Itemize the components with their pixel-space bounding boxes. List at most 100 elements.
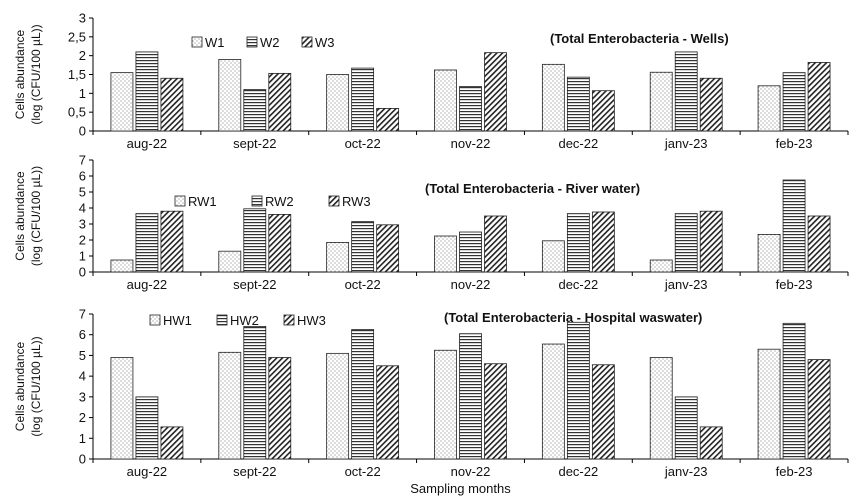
bar-rw2-feb-23 (782, 179, 806, 273)
x-category-label: oct-22 (345, 464, 381, 479)
y-tick-label: 5 (79, 348, 86, 363)
bar-rw1-dec-22 (541, 240, 565, 273)
bar-rw3-janv-23 (699, 210, 723, 273)
legend-label-rw2: RW2 (265, 194, 294, 209)
legend-label-rw1: RW1 (188, 194, 217, 209)
y-tick-label: 0 (79, 265, 86, 280)
bar-rw2-dec-22 (566, 213, 590, 273)
chart-panel-3: 0 1 2 3 4 5 6 7 aug-22 sept-22 oct-22 nov-22 dec-22 j… (13, 307, 849, 496)
bar-w3-sept-22 (268, 72, 292, 132)
bar-w1-feb-23 (757, 85, 781, 132)
bar-rw1-oct-22 (326, 241, 350, 273)
bar-rw2-janv-23 (674, 213, 698, 273)
bar-hw3-sept-22 (268, 357, 292, 460)
y-tick-label: 7 (79, 307, 86, 322)
bar-hw2-feb-23 (782, 322, 806, 460)
bar-hw3-oct-22 (376, 365, 400, 460)
legend-swatch-rw1 (174, 195, 186, 207)
x-category-label: oct-22 (345, 277, 381, 292)
x-category-label: aug-22 (127, 464, 167, 479)
x-category-label: dec-22 (558, 277, 598, 292)
x-category-label: aug-22 (127, 136, 167, 151)
y-axis-label-unit: (log (CFU/100 µL)) (29, 166, 43, 266)
panel-title: (Total Enterobacteria - Wells) (550, 31, 729, 46)
bar-rw3-oct-22 (376, 224, 400, 273)
legend-label-w3: W3 (315, 35, 335, 50)
y-tick-label: 3 (79, 389, 86, 404)
bar-w2-nov-22 (459, 86, 482, 132)
bar-rw3-aug-22 (160, 210, 184, 273)
bar-w3-aug-22 (160, 77, 184, 132)
x-category-label: sept-22 (233, 464, 276, 479)
y-tick-label: 3 (79, 217, 86, 232)
bar-w3-feb-23 (807, 62, 831, 132)
x-category-label: dec-22 (558, 136, 598, 151)
legend-label-hw1: HW1 (163, 313, 192, 328)
x-category-label: janv-23 (664, 277, 708, 292)
y-tick-label: 2 (79, 233, 86, 248)
bar-w2-dec-22 (566, 76, 590, 132)
legend-swatch-w2 (246, 36, 258, 48)
bar-w1-aug-22 (110, 72, 134, 132)
y-tick-label: 2 (79, 410, 86, 425)
x-category-label: nov-22 (451, 464, 491, 479)
legend-swatch-w1 (191, 36, 203, 48)
y-tick-label: 1 (79, 249, 86, 264)
x-axis-label: Sampling months (410, 481, 511, 496)
legend-label-w1: W1 (205, 35, 225, 50)
bar-hw3-feb-23 (807, 359, 831, 460)
bar-hw1-janv-23 (649, 357, 673, 460)
bar-rw2-sept-22 (243, 208, 267, 273)
x-category-label: janv-23 (664, 464, 708, 479)
y-tick-label: 6 (79, 169, 86, 184)
bar-hw2-oct-22 (351, 329, 375, 460)
bar-hw1-sept-22 (218, 351, 242, 460)
y-tick-label: 0,5 (68, 105, 86, 120)
y-tick-label: 7 (79, 153, 86, 168)
y-tick-label: 0 (79, 124, 86, 139)
bar-rw3-feb-23 (807, 215, 831, 273)
bar-hw2-janv-23 (674, 396, 698, 460)
bar-hw1-feb-23 (757, 348, 781, 460)
y-tick-label: 5 (79, 185, 86, 200)
y-tick-label: 6 (79, 327, 86, 342)
bar-hw2-aug-22 (135, 396, 159, 460)
bar-w3-oct-22 (376, 108, 400, 132)
bar-w1-dec-22 (541, 63, 565, 132)
bar-hw2-dec-22 (566, 321, 590, 460)
x-category-label: janv-23 (664, 136, 708, 151)
bar-rw1-janv-23 (649, 259, 673, 273)
x-category-label: feb-23 (776, 277, 813, 292)
bar-hw1-dec-22 (541, 343, 565, 460)
bar-w2-feb-23 (782, 72, 806, 132)
y-axis-label: Cells abundance (13, 29, 27, 119)
bar-hw2-nov-22 (459, 333, 482, 460)
bar-hw3-janv-23 (699, 426, 723, 460)
bar-w3-nov-22 (484, 52, 507, 132)
y-axis-label-unit: (log (CFU/100 µL)) (29, 336, 43, 436)
legend-swatch-hw2 (216, 314, 228, 326)
bar-hw3-aug-22 (160, 426, 184, 460)
bar-hw1-aug-22 (110, 357, 134, 460)
chart-panel-1: 0 0,5 1 1,5 2 2,5 3 aug-22 sept-22 oct-22 nov-22 de… (13, 11, 849, 151)
bar-rw3-dec-22 (591, 211, 615, 273)
panel-title: (Total Enterobacteria - Hospital waswate… (444, 310, 702, 325)
legend-swatch-rw3 (328, 195, 340, 207)
y-tick-label: 1 (79, 86, 86, 101)
legend-swatch-hw3 (283, 314, 295, 326)
x-category-label: feb-23 (776, 464, 813, 479)
bar-w1-sept-22 (218, 59, 242, 132)
y-tick-label: 3 (79, 11, 86, 26)
x-category-label: aug-22 (127, 277, 167, 292)
bar-hw3-nov-22 (484, 363, 507, 460)
bar-rw3-sept-22 (268, 213, 292, 273)
x-category-label: nov-22 (451, 136, 491, 151)
y-tick-label: 0 (79, 452, 86, 467)
x-category-label: feb-23 (776, 136, 813, 151)
bar-w2-oct-22 (351, 67, 375, 132)
y-axis-label: Cells abundance (13, 171, 27, 261)
bar-w3-dec-22 (591, 90, 615, 132)
panel-title: (Total Enterobacteria - River water) (425, 181, 640, 196)
